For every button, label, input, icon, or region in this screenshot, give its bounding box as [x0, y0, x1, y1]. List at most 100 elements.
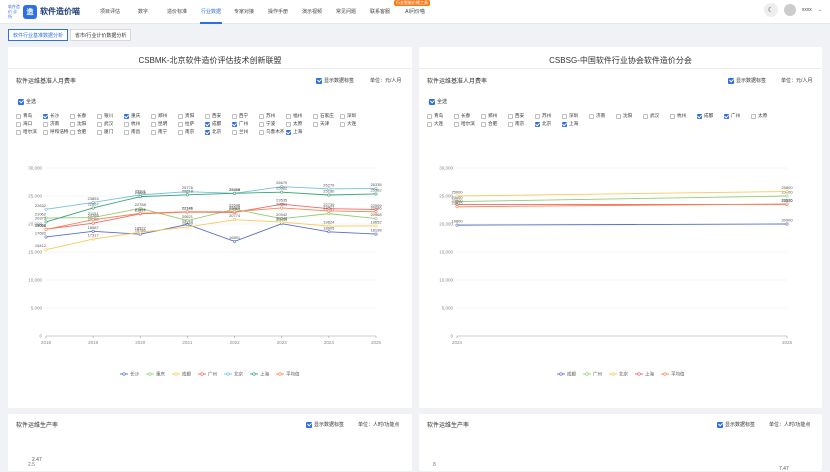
city-checkbox-10[interactable]: 成都	[697, 112, 724, 120]
nav-item-manual[interactable]: 操作手册	[267, 9, 288, 15]
checkbox[interactable]	[232, 113, 237, 119]
city-checkbox-28[interactable]: 合肥	[70, 128, 97, 136]
data-point[interactable]	[280, 185, 284, 189]
checkbox[interactable]	[97, 113, 102, 119]
checkbox[interactable]	[340, 121, 345, 127]
checkbox[interactable]	[454, 113, 459, 119]
data-point[interactable]	[44, 248, 48, 252]
data-point[interactable]	[327, 230, 331, 234]
nav-item-ai[interactable]: 行业智能价格工具 AI问价喵	[394, 0, 430, 24]
data-point[interactable]	[44, 207, 48, 211]
nav-item-expert[interactable]: 专家对接	[233, 9, 254, 15]
checkbox[interactable]	[178, 129, 183, 135]
checkbox[interactable]	[16, 113, 21, 119]
city-checkbox-6[interactable]: 贵阳	[178, 112, 205, 120]
data-point[interactable]	[327, 209, 331, 213]
city-checkbox-33[interactable]: 北京	[205, 128, 232, 136]
data-point[interactable]	[185, 219, 189, 223]
city-checkbox-15[interactable]: 沈阳	[70, 120, 97, 128]
data-point[interactable]	[138, 230, 142, 234]
checkbox[interactable]	[643, 113, 648, 119]
city-checkbox-31[interactable]: 南宁	[151, 128, 178, 136]
checkbox[interactable]	[306, 421, 312, 428]
city-checkbox-0[interactable]: 青岛	[427, 112, 454, 120]
city-checkbox-18[interactable]: 上海	[562, 120, 589, 128]
city-checkbox-27[interactable]: 呼和浩特	[43, 128, 70, 136]
city-checkbox-4[interactable]: 重庆	[124, 112, 151, 120]
city-checkbox-16[interactable]: 南京	[508, 120, 535, 128]
legend-label[interactable]: 广州	[593, 371, 602, 378]
checkbox[interactable]	[481, 121, 486, 127]
checkbox[interactable]	[429, 98, 435, 105]
legend-label[interactable]: 成都	[567, 371, 576, 378]
data-point[interactable]	[91, 218, 95, 222]
data-point[interactable]	[327, 212, 331, 216]
checkbox[interactable]	[232, 129, 237, 135]
city-checkbox-30[interactable]: 南昌	[124, 128, 151, 136]
checkbox[interactable]	[751, 113, 756, 119]
show-labels-toggle[interactable]: 显示数据标签	[306, 421, 344, 428]
city-checkbox-35[interactable]: 乌鲁木齐	[259, 128, 286, 136]
city-checkbox-5[interactable]: 郑州	[151, 112, 178, 120]
data-point[interactable]	[785, 194, 789, 198]
city-checkbox-29[interactable]: 厦门	[97, 128, 124, 136]
checkbox[interactable]	[151, 121, 156, 127]
checkbox[interactable]	[124, 113, 129, 119]
checkbox[interactable]	[18, 98, 24, 105]
city-checkbox-9[interactable]: 苏州	[259, 112, 286, 120]
data-point[interactable]	[185, 190, 189, 194]
city-checkbox-36[interactable]: 上海	[286, 128, 313, 136]
data-point[interactable]	[91, 206, 95, 210]
checkbox[interactable]	[43, 121, 48, 127]
checkbox[interactable]	[70, 129, 75, 135]
city-checkbox-12[interactable]: 深圳	[340, 112, 367, 120]
city-checkbox-19[interactable]: 拉萨	[178, 120, 205, 128]
data-point[interactable]	[785, 202, 789, 206]
checkbox[interactable]	[205, 129, 210, 135]
nav-item-support[interactable]: 联系客服	[369, 9, 390, 15]
data-point[interactable]	[374, 217, 378, 221]
city-checkbox-5[interactable]: 深圳	[562, 112, 589, 120]
data-point[interactable]	[374, 224, 378, 228]
city-checkbox-4[interactable]: 苏州	[535, 112, 562, 120]
data-point[interactable]	[185, 210, 189, 214]
data-point[interactable]	[44, 216, 48, 220]
checkbox[interactable]	[562, 113, 567, 119]
data-point[interactable]	[327, 193, 331, 197]
data-point[interactable]	[280, 190, 284, 194]
checkbox[interactable]	[16, 121, 21, 127]
nav-item-industry-data[interactable]: 行业数据	[200, 0, 222, 24]
city-checkbox-2[interactable]: 郑州	[481, 112, 508, 120]
data-point[interactable]	[280, 220, 284, 224]
username[interactable]: xxxx	[801, 7, 812, 13]
checkbox[interactable]	[43, 113, 48, 119]
city-checkbox-22[interactable]: 宁波	[259, 120, 286, 128]
city-checkbox-12[interactable]: 太原	[751, 112, 778, 120]
city-checkbox-23[interactable]: 太原	[286, 120, 313, 128]
checkbox[interactable]	[70, 121, 75, 127]
city-checkbox-1[interactable]: 长春	[454, 112, 481, 120]
checkbox[interactable]	[259, 129, 264, 135]
city-checkbox-14[interactable]: 哈尔滨	[454, 120, 481, 128]
checkbox[interactable]	[97, 121, 102, 127]
data-point[interactable]	[138, 195, 142, 199]
checkbox[interactable]	[728, 77, 734, 84]
checkbox[interactable]	[508, 113, 513, 119]
checkbox[interactable]	[535, 121, 540, 127]
data-point[interactable]	[280, 217, 284, 221]
legend-label[interactable]: 平均值	[671, 371, 685, 378]
checkbox[interactable]	[697, 113, 702, 119]
data-point[interactable]	[785, 222, 789, 226]
city-checkbox-8[interactable]: 武汉	[643, 112, 670, 120]
checkbox[interactable]	[43, 129, 48, 135]
data-point[interactable]	[185, 193, 189, 197]
legend-label[interactable]: 上海	[645, 371, 654, 378]
city-checkbox-14[interactable]: 济南	[43, 120, 70, 128]
checkbox[interactable]	[97, 129, 102, 135]
checkbox[interactable]	[178, 121, 183, 127]
city-checkbox-17[interactable]: 杭州	[124, 120, 151, 128]
avatar[interactable]	[783, 4, 796, 16]
checkbox[interactable]	[259, 113, 264, 119]
city-checkbox-9[interactable]: 杭州	[670, 112, 697, 120]
checkbox[interactable]	[313, 121, 318, 127]
